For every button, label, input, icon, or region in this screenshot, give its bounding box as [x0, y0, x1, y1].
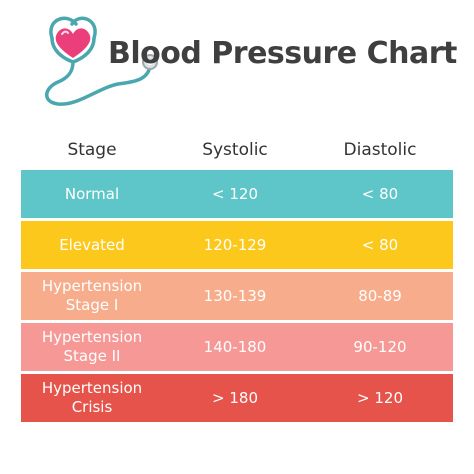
diastolic-cell: 80-89	[358, 286, 402, 305]
table-row: Hypertension Stage I 130-139 80-89	[21, 272, 453, 320]
pressure-table: Normal < 120 < 80 Elevated 120-129 < 80 …	[21, 170, 453, 425]
stage-label: Hypertension	[41, 379, 143, 397]
diastolic-cell: < 80	[361, 184, 399, 203]
systolic-cell: < 120	[212, 184, 258, 203]
stage-cell: Hypertension Stage II	[21, 323, 163, 371]
systolic-cell: 120-129	[203, 235, 267, 254]
systolic-cell: > 180	[212, 388, 258, 407]
stage-sublabel: Crisis	[71, 398, 113, 416]
header-systolic: Systolic	[202, 140, 268, 160]
diastolic-cell: 90-120	[353, 337, 407, 356]
heart-stethoscope-icon	[45, 16, 158, 106]
stage-label: Elevated	[59, 235, 125, 254]
header-diastolic: Diastolic	[343, 140, 417, 160]
stage-sublabel: Stage II	[63, 347, 121, 365]
table-row: Hypertension Crisis > 180 > 120	[21, 374, 453, 422]
header-stage: Stage	[67, 140, 117, 160]
systolic-cell: 130-139	[203, 286, 267, 305]
systolic-cell: 140-180	[203, 337, 267, 356]
stage-label: Hypertension	[41, 328, 143, 346]
stage-cell: Hypertension Stage I	[21, 272, 163, 320]
diastolic-cell: < 80	[361, 235, 399, 254]
page-title: Blood Pressure Chart	[108, 36, 457, 71]
table-row: Hypertension Stage II 140-180 90-120	[21, 323, 453, 371]
stage-label: Hypertension	[41, 277, 143, 295]
stage-cell: Normal	[21, 170, 163, 218]
stage-cell: Hypertension Crisis	[21, 374, 163, 422]
table-row: Elevated 120-129 < 80	[21, 221, 453, 269]
stage-sublabel: Stage I	[65, 296, 119, 314]
stage-label: Normal	[64, 184, 120, 203]
table-header: Stage Systolic Diastolic	[21, 140, 453, 166]
stage-cell: Elevated	[21, 221, 163, 269]
diastolic-cell: > 120	[357, 388, 403, 407]
table-row: Normal < 120 < 80	[21, 170, 453, 218]
